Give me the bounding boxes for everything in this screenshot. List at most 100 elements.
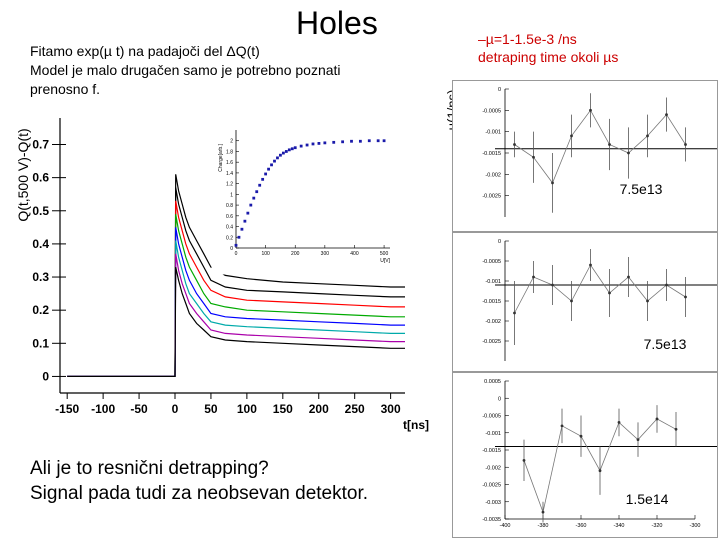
- main-frame: [59, 118, 405, 394]
- mu-point: [674, 427, 678, 431]
- panel-y-tick-label: -0.002: [485, 319, 501, 325]
- inset-x-tick-label: 200: [291, 251, 300, 257]
- inset-point: [237, 235, 241, 239]
- y-tick-label: 0.3: [32, 270, 49, 284]
- series-line-c1: [67, 174, 405, 377]
- inset-point: [305, 143, 309, 147]
- mu-point: [513, 143, 516, 146]
- inset-point: [276, 156, 279, 160]
- mu-chart-2: 0 -0.0005 -0.001 -0.0015 -0.002 -0.0025 7.5e13: [452, 232, 718, 372]
- mu-chart-1: 0 -0.0005 -0.001 -0.0015 -0.002 -0.0025 7.5e13: [452, 80, 718, 232]
- inset-x-tick-label: 400: [350, 251, 359, 257]
- inset-point: [341, 140, 345, 144]
- inset-point: [261, 177, 265, 181]
- x-tick-label: 250: [345, 402, 365, 416]
- series-line-c6: [67, 240, 405, 377]
- mu-point: [636, 438, 640, 442]
- inset-point: [299, 144, 303, 148]
- inset-point: [264, 172, 268, 176]
- mu-point: [598, 469, 602, 473]
- panel-x-tick-label: -360: [575, 523, 586, 529]
- panel-y-tick-label: -0.0005: [482, 414, 501, 420]
- mu-point: [646, 134, 649, 138]
- inset-x-tick-label: 100: [261, 251, 270, 257]
- inset-point: [270, 163, 273, 167]
- inset-point: [311, 142, 315, 146]
- description-line: Model je malo drugačen samo je potrebno …: [30, 62, 341, 78]
- mu-point: [627, 151, 630, 155]
- main-ticks: [52, 144, 392, 399]
- panel-background: [453, 233, 717, 371]
- inset-point: [284, 150, 288, 153]
- inset-background: [211, 121, 403, 275]
- main-labels: 00.10.20.30.40.50.60.7-150 -100 -50 0 50 100 1…: [32, 138, 429, 432]
- panel-y-tick-label: -0.003: [485, 500, 501, 506]
- question-line: Signal pada tudi za neobsevan detektor.: [30, 483, 369, 504]
- inset-y-label: Charge[arb.]: [218, 143, 224, 171]
- mu-point: [560, 424, 564, 428]
- question-line: Ali je to resnični detrapping?: [30, 458, 269, 479]
- x-tick-label: -100: [91, 402, 115, 416]
- inset-point: [249, 203, 253, 207]
- inset-point: [293, 146, 297, 150]
- mu-series-line: [514, 264, 686, 314]
- series-line-c5: [67, 227, 405, 377]
- panel-background: [453, 81, 717, 231]
- inset-point: [287, 148, 291, 152]
- panel-y-tick-label: -0.0015: [482, 151, 501, 157]
- inset-point: [358, 139, 362, 143]
- panel-label: 7.5e13: [620, 181, 663, 197]
- panel-y-tick-label: -0.001: [485, 130, 501, 136]
- inset-point: [279, 153, 282, 157]
- y-tick-label: 0.4: [32, 237, 49, 251]
- series-line-c4: [67, 213, 405, 377]
- rate-line: –µ=1-1.5e-3 /ns: [478, 31, 577, 47]
- mu-point: [617, 421, 621, 424]
- main-lines: [67, 174, 405, 377]
- mu-point: [627, 275, 630, 279]
- inset-point: [234, 243, 238, 247]
- panel-y-tick-label: -0.0005: [482, 259, 501, 265]
- inset-point: [243, 219, 247, 223]
- mu-point: [589, 263, 592, 267]
- inset-point: [290, 147, 294, 151]
- panel-y-tick-label: -0.0015: [482, 299, 501, 305]
- panel-background: [453, 373, 717, 537]
- y-tick-label: 0: [42, 369, 49, 383]
- panel-y-tick-label: -0.0025: [482, 483, 501, 489]
- series-line-c8: [67, 266, 405, 377]
- inset-point: [255, 190, 259, 194]
- inset-point: [332, 140, 336, 144]
- inset-point: [350, 139, 353, 143]
- inset-point: [382, 139, 386, 143]
- x-tick-label: 100: [237, 402, 257, 416]
- inset-point: [258, 183, 262, 187]
- series-line-c2: [67, 187, 405, 377]
- x-tick-label: 200: [309, 402, 329, 416]
- mu-point: [655, 417, 659, 421]
- x-tick-label: -50: [130, 402, 148, 416]
- question-text: Ali je to resnični detrapping? Signal pa…: [30, 456, 450, 506]
- inset-x-tick-label: 500: [380, 251, 389, 257]
- series-line-c3: [67, 200, 405, 377]
- panel-y-tick-label: -0.001: [485, 279, 501, 285]
- x-tick-label: 150: [273, 402, 293, 416]
- panel-y-tick-label: 0: [498, 87, 501, 93]
- panel-y-tick-label: -0.002: [485, 172, 501, 178]
- mu-point: [532, 155, 535, 159]
- panel-y-tick-label: -0.0025: [482, 339, 501, 345]
- inset-point: [267, 167, 270, 171]
- mu-point: [579, 434, 583, 438]
- mu-point: [665, 283, 668, 287]
- inset-y-tick-label: 1.2: [226, 182, 233, 188]
- inset-point: [252, 196, 256, 200]
- panel-x-tick-label: -340: [613, 523, 624, 529]
- mu-point: [684, 143, 687, 146]
- inset-point: [317, 142, 321, 145]
- x-tick-label: 0: [172, 402, 179, 416]
- mu-point: [513, 311, 516, 315]
- panel-label: 1.5e14: [626, 491, 669, 507]
- mu-point: [684, 295, 687, 299]
- y-tick-label: 0.1: [32, 336, 49, 350]
- mu-point: [551, 283, 554, 287]
